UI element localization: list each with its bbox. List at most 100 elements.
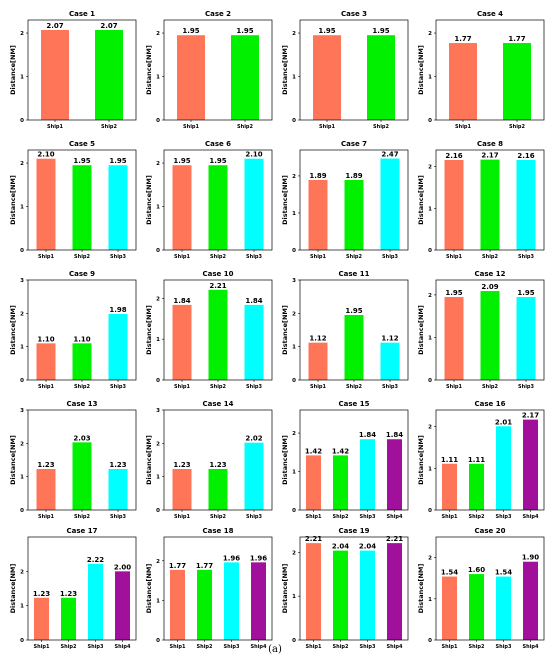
data-label: 2.17 (522, 412, 539, 420)
bar-ship4 (251, 562, 266, 640)
chart-title: Case 2 (205, 10, 231, 18)
data-label: 2.01 (495, 418, 512, 426)
plot-frame (163, 279, 273, 381)
x-tick-label: Ship1 (442, 514, 458, 520)
x-tick-label: Ship1 (38, 514, 54, 520)
y-tick-label: 2 (20, 161, 24, 167)
bar-ship2 (72, 343, 92, 380)
y-axis-label: Distance[NM] (281, 305, 289, 355)
chart-case-14: Case 14 Distance[NM] 1.23 Ship1 1.23 Ship2 2.0… (145, 400, 273, 520)
bar-ship1 (313, 35, 341, 120)
bar-ship4 (523, 419, 538, 510)
data-label: 2.03 (73, 434, 90, 442)
y-axis-label: Distance[NM] (281, 564, 289, 614)
bar-ship2 (72, 442, 92, 510)
bar-ship1 (34, 597, 49, 640)
y-tick-label: 1 (156, 75, 160, 81)
x-tick-label: Ship3 (360, 644, 376, 650)
data-label: 1.77 (454, 35, 471, 43)
data-label: 1.95 (345, 307, 362, 315)
x-tick-label: Ship1 (446, 384, 462, 390)
chart-title: Case 20 (475, 527, 506, 535)
y-tick-label: 0 (156, 118, 160, 124)
chart-title: Case 9 (69, 270, 95, 278)
bar-ship3 (516, 160, 536, 250)
y-tick-label: 0 (428, 638, 432, 644)
chart-title: Case 14 (203, 400, 234, 408)
x-tick-label: Ship1 (38, 384, 54, 390)
x-tick-label: Ship3 (110, 254, 126, 260)
chart-case-15: Case 15 Distance[NM] 1.42 Ship1 1.42 Ship2 1.8… (281, 400, 409, 520)
y-axis-label: Distance[NM] (9, 45, 17, 95)
bar-ship3 (360, 550, 375, 640)
data-label: 2.47 (381, 151, 398, 159)
chart-title: Case 12 (475, 270, 506, 278)
plot-frame (27, 409, 137, 511)
chart-case-10: Case 10 Distance[NM] 1.84 Ship1 2.21 Ship2 1.8… (145, 270, 273, 390)
data-label: 1.23 (60, 590, 77, 598)
x-tick-label: Ship2 (197, 644, 213, 650)
x-tick-label: Ship1 (34, 644, 50, 650)
x-tick-label: Ship3 (382, 254, 398, 260)
plot-frame (163, 149, 273, 251)
data-label: 1.95 (173, 157, 190, 165)
y-axis-label: Distance[NM] (145, 175, 153, 225)
x-tick-label: Ship3 (88, 644, 104, 650)
x-tick-label: Ship4 (251, 644, 267, 650)
data-label: 1.84 (245, 297, 262, 305)
plot-frame (435, 19, 545, 121)
x-tick-label: Ship2 (333, 644, 349, 650)
x-tick-label: Ship2 (237, 124, 253, 130)
chart-case-13: Case 13 Distance[NM] 1.23 Ship1 2.03 Ship2 1.2… (9, 400, 137, 520)
y-tick-label: 2 (292, 31, 296, 37)
data-label: 2.10 (37, 151, 54, 159)
x-tick-label: Ship1 (183, 124, 199, 130)
bar-ship1 (172, 165, 192, 250)
bar-ship3 (496, 576, 511, 640)
y-tick-label: 2 (20, 311, 24, 317)
data-label: 1.12 (309, 335, 326, 343)
chart-title: Case 19 (339, 527, 370, 535)
plot-frame (27, 19, 137, 121)
data-label: 1.54 (441, 569, 458, 577)
bar-ship3 (380, 158, 400, 250)
plot-frame (163, 536, 273, 641)
y-tick-label: 0 (428, 378, 432, 384)
y-tick-label: 1 (156, 205, 160, 211)
x-tick-label: Ship2 (509, 124, 525, 130)
data-label: 1.10 (37, 335, 54, 343)
figure-caption: (a) (268, 644, 282, 655)
x-tick-label: Ship2 (482, 254, 498, 260)
data-label: 1.11 (441, 456, 458, 464)
chart-title: Case 1 (69, 10, 95, 18)
chart-case-17: Case 17 Distance[NM] 1.23 Ship1 1.23 Ship2 2.2… (9, 527, 137, 650)
bar-ship2 (344, 315, 364, 380)
x-tick-label: Ship2 (469, 514, 485, 520)
x-tick-label: Ship1 (174, 384, 190, 390)
y-tick-label: 2 (428, 293, 432, 299)
y-axis-label: Distance[NM] (417, 435, 425, 485)
x-tick-label: Ship2 (373, 124, 389, 130)
data-label: 2.09 (481, 283, 498, 291)
x-tick-label: Ship4 (115, 644, 131, 650)
x-tick-label: Ship3 (518, 384, 534, 390)
bar-ship3 (360, 439, 375, 510)
chart-title: Case 10 (203, 270, 234, 278)
bar-ship2 (72, 165, 92, 250)
x-tick-label: Ship2 (74, 514, 90, 520)
plot-frame (299, 536, 409, 641)
y-axis-label: Distance[NM] (281, 45, 289, 95)
y-tick-label: 1 (156, 337, 160, 343)
y-axis-label: Distance[NM] (281, 175, 289, 225)
plot-frame (299, 19, 409, 121)
bar-ship3 (108, 469, 128, 510)
bar-ship2 (480, 291, 500, 380)
bar-ship2 (197, 569, 212, 640)
y-tick-label: 2 (292, 311, 296, 317)
chart-title: Case 8 (477, 140, 503, 148)
chart-case-4: Case 4 Distance[NM] 1.77 Ship1 1.77 Ship2 0 1 2 (417, 10, 545, 130)
bar-ship2 (208, 165, 228, 250)
y-tick-label: 2 (156, 441, 160, 447)
data-label: 2.21 (305, 535, 322, 543)
